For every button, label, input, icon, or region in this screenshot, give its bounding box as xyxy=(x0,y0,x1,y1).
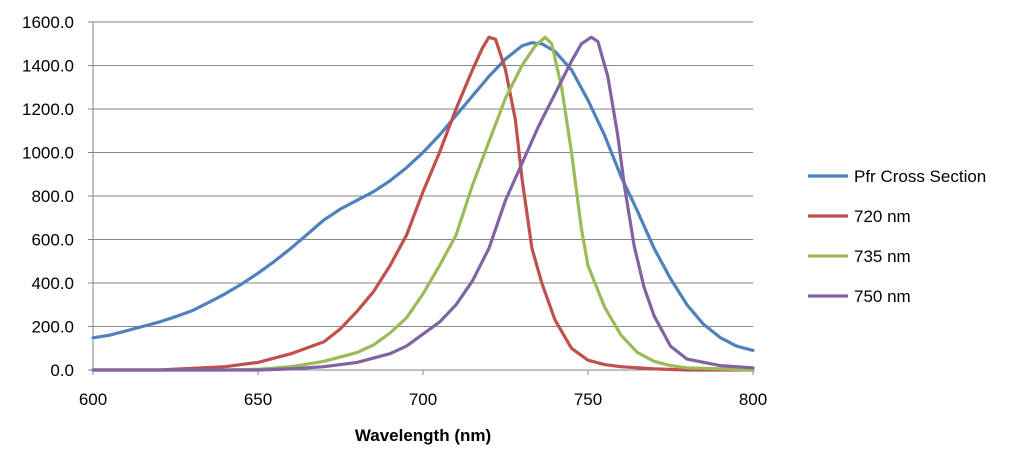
tick-labels: 0.0 200.0 400.0 600.0 800.0 1000.0 1200.0 1400.… xyxy=(22,13,767,409)
series-line-pfr-cross-section xyxy=(91,41,755,352)
y-tick-label: 1600.0 xyxy=(22,13,74,32)
series-line-750-nm xyxy=(91,35,755,372)
legend-label: 750 nm xyxy=(854,287,911,306)
legend-label: 720 nm xyxy=(854,207,911,226)
y-tick-label: 600.0 xyxy=(31,231,74,250)
gridlines xyxy=(93,21,753,327)
x-tick-label: 600 xyxy=(79,390,107,409)
x-tick-label: 800 xyxy=(739,390,767,409)
y-tick-label: 200.0 xyxy=(31,318,74,337)
series-line-720-nm xyxy=(91,35,755,372)
y-tick-label: 800.0 xyxy=(31,187,74,206)
y-tick-label: 400.0 xyxy=(31,274,74,293)
series-line-735-nm xyxy=(91,35,755,372)
y-tick-label: 1200.0 xyxy=(22,100,74,119)
series-lines xyxy=(91,35,755,372)
legend-label: 735 nm xyxy=(854,247,911,266)
x-axis-title: Wavelength (nm) xyxy=(355,426,491,445)
x-tick-label: 650 xyxy=(244,390,272,409)
y-tick-label: 1400.0 xyxy=(22,57,74,76)
legend-label: Pfr Cross Section xyxy=(854,167,986,186)
y-tick-label: 0.0 xyxy=(50,361,74,380)
x-tick-label: 750 xyxy=(574,390,602,409)
y-tick-label: 1000.0 xyxy=(22,144,74,163)
legend: Pfr Cross Section 720 nm 735 nm 750 nm xyxy=(808,167,986,306)
x-tick-label: 700 xyxy=(409,390,437,409)
